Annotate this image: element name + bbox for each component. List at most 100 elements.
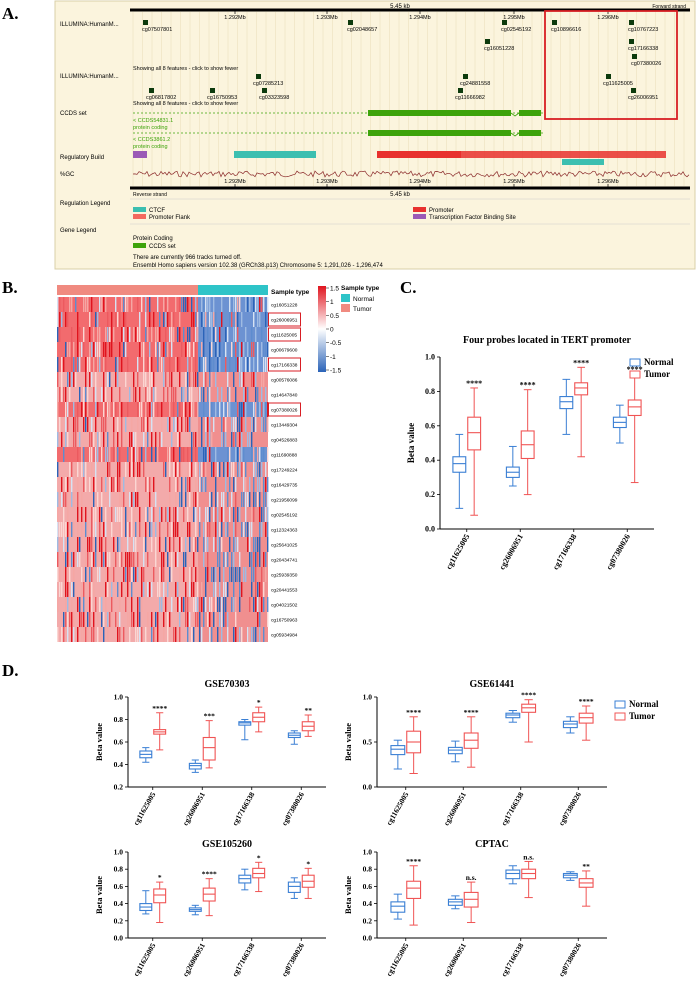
heatmap-cell [189,612,191,627]
ccds2-exon-2[interactable] [519,130,541,136]
heatmap-cell [61,522,63,537]
heatmap-cell [255,537,257,552]
reg-tfbs[interactable] [133,151,147,158]
probe-marker[interactable] [629,39,634,44]
heatmap-cell [225,462,227,477]
heatmap-cell [157,297,159,312]
heatmap-row-label: cg16051228 [271,303,298,309]
box-tumor[interactable] [406,880,422,899]
heatmap-cell [123,627,125,642]
probe-marker[interactable] [149,88,154,93]
tick-label-top: 1.293Mb [316,15,337,21]
heatmap-cell [61,582,63,597]
ccds2-exon-1[interactable] [368,130,511,136]
heatmap-cell [241,582,243,597]
heatmap-cell [249,627,251,642]
show-fewer-2[interactable]: Showing all 8 features - click to show f… [133,101,238,107]
heatmap-cell [265,402,267,417]
heatmap-cell [257,552,259,567]
heatmap-cell [137,597,139,612]
box-normal[interactable] [452,456,467,473]
heatmap-cell [217,552,219,567]
probe-marker[interactable] [348,20,353,25]
heatmap-cell [147,417,149,432]
colorbar-tick-label: -0.5 [330,340,342,347]
box-tumor[interactable] [627,399,642,417]
heatmap-cell [235,342,237,357]
heatmap-cell [257,612,259,627]
heatmap-cell [125,507,127,522]
heatmap-cell [81,492,83,507]
heatmap-cell [255,417,257,432]
heatmap-cell [209,342,211,357]
heatmap-cell [195,327,197,342]
ccds1-exon-2[interactable] [519,110,541,116]
probe-marker[interactable] [210,88,215,93]
ccds1-exon-1[interactable] [368,110,511,116]
heatmap-cell [95,552,97,567]
box-tumor[interactable] [153,888,167,904]
heatmap-cell [267,492,269,507]
probe-marker[interactable] [143,20,148,25]
probe-marker[interactable] [631,88,636,93]
heatmap-cell [265,477,267,492]
box-tumor[interactable] [467,416,482,451]
probe-marker[interactable] [463,74,468,79]
heatmap-cell [171,597,173,612]
heatmap-cell [133,432,135,447]
probe-marker[interactable] [502,20,507,25]
probe-marker[interactable] [606,74,611,79]
box-normal[interactable] [238,721,252,726]
heatmap-cell [235,387,237,402]
heatmap-cell [209,507,211,522]
reg-ctcf[interactable] [234,151,316,158]
reg-promoter[interactable] [377,151,461,158]
probe-marker[interactable] [632,54,637,59]
box-tumor[interactable] [574,382,589,396]
box-tumor[interactable] [202,736,216,761]
heatmap-cell [157,552,159,567]
heatmap-cell [193,522,195,537]
heatmap-cell [121,492,123,507]
heatmap-cell [123,552,125,567]
probe-marker[interactable] [485,39,490,44]
heatmap-cell [151,447,153,462]
heatmap-cell [253,462,255,477]
probe-marker[interactable] [552,20,557,25]
probe-marker[interactable] [262,88,267,93]
heatmap-cell [213,462,215,477]
box-normal[interactable] [559,396,574,410]
heatmap-cell [177,522,179,537]
heatmap-cell [207,567,209,582]
bottom-ticks: 1.292Mb 1.293Mb 1.294Mb 1.295Mb 1.296Mb [224,179,619,188]
probe-marker[interactable] [629,20,634,25]
heatmap-cell [263,597,265,612]
probe-marker[interactable] [256,74,261,79]
show-fewer-1[interactable]: Showing all 8 features - click to show f… [133,66,238,72]
heatmap-cell [175,582,177,597]
heatmap-cell [235,327,237,342]
probe-marker[interactable] [458,88,463,93]
box-normal[interactable] [505,869,521,880]
heatmap-cell [125,552,127,567]
heatmap-cell [163,357,165,372]
heatmap-cell [95,387,97,402]
reg-ctcf-2[interactable] [562,159,604,165]
box-normal[interactable] [287,881,301,893]
reg-promoter-2[interactable] [461,151,666,158]
heatmap-cell [129,462,131,477]
heatmap-cell [89,447,91,462]
heatmap-cell [117,537,119,552]
heatmap-cell [165,537,167,552]
heatmap-cell [187,417,189,432]
heatmap-cell [259,297,261,312]
heatmap-cell [193,372,195,387]
heatmap-cell [103,627,105,642]
heatmap-cell [193,597,195,612]
heatmap-cell [221,612,223,627]
box-normal[interactable] [390,901,406,913]
box-normal[interactable] [188,762,202,770]
probe-label: cg17166338 [628,46,658,52]
box-normal[interactable] [390,745,406,756]
heatmap-cell [73,582,75,597]
